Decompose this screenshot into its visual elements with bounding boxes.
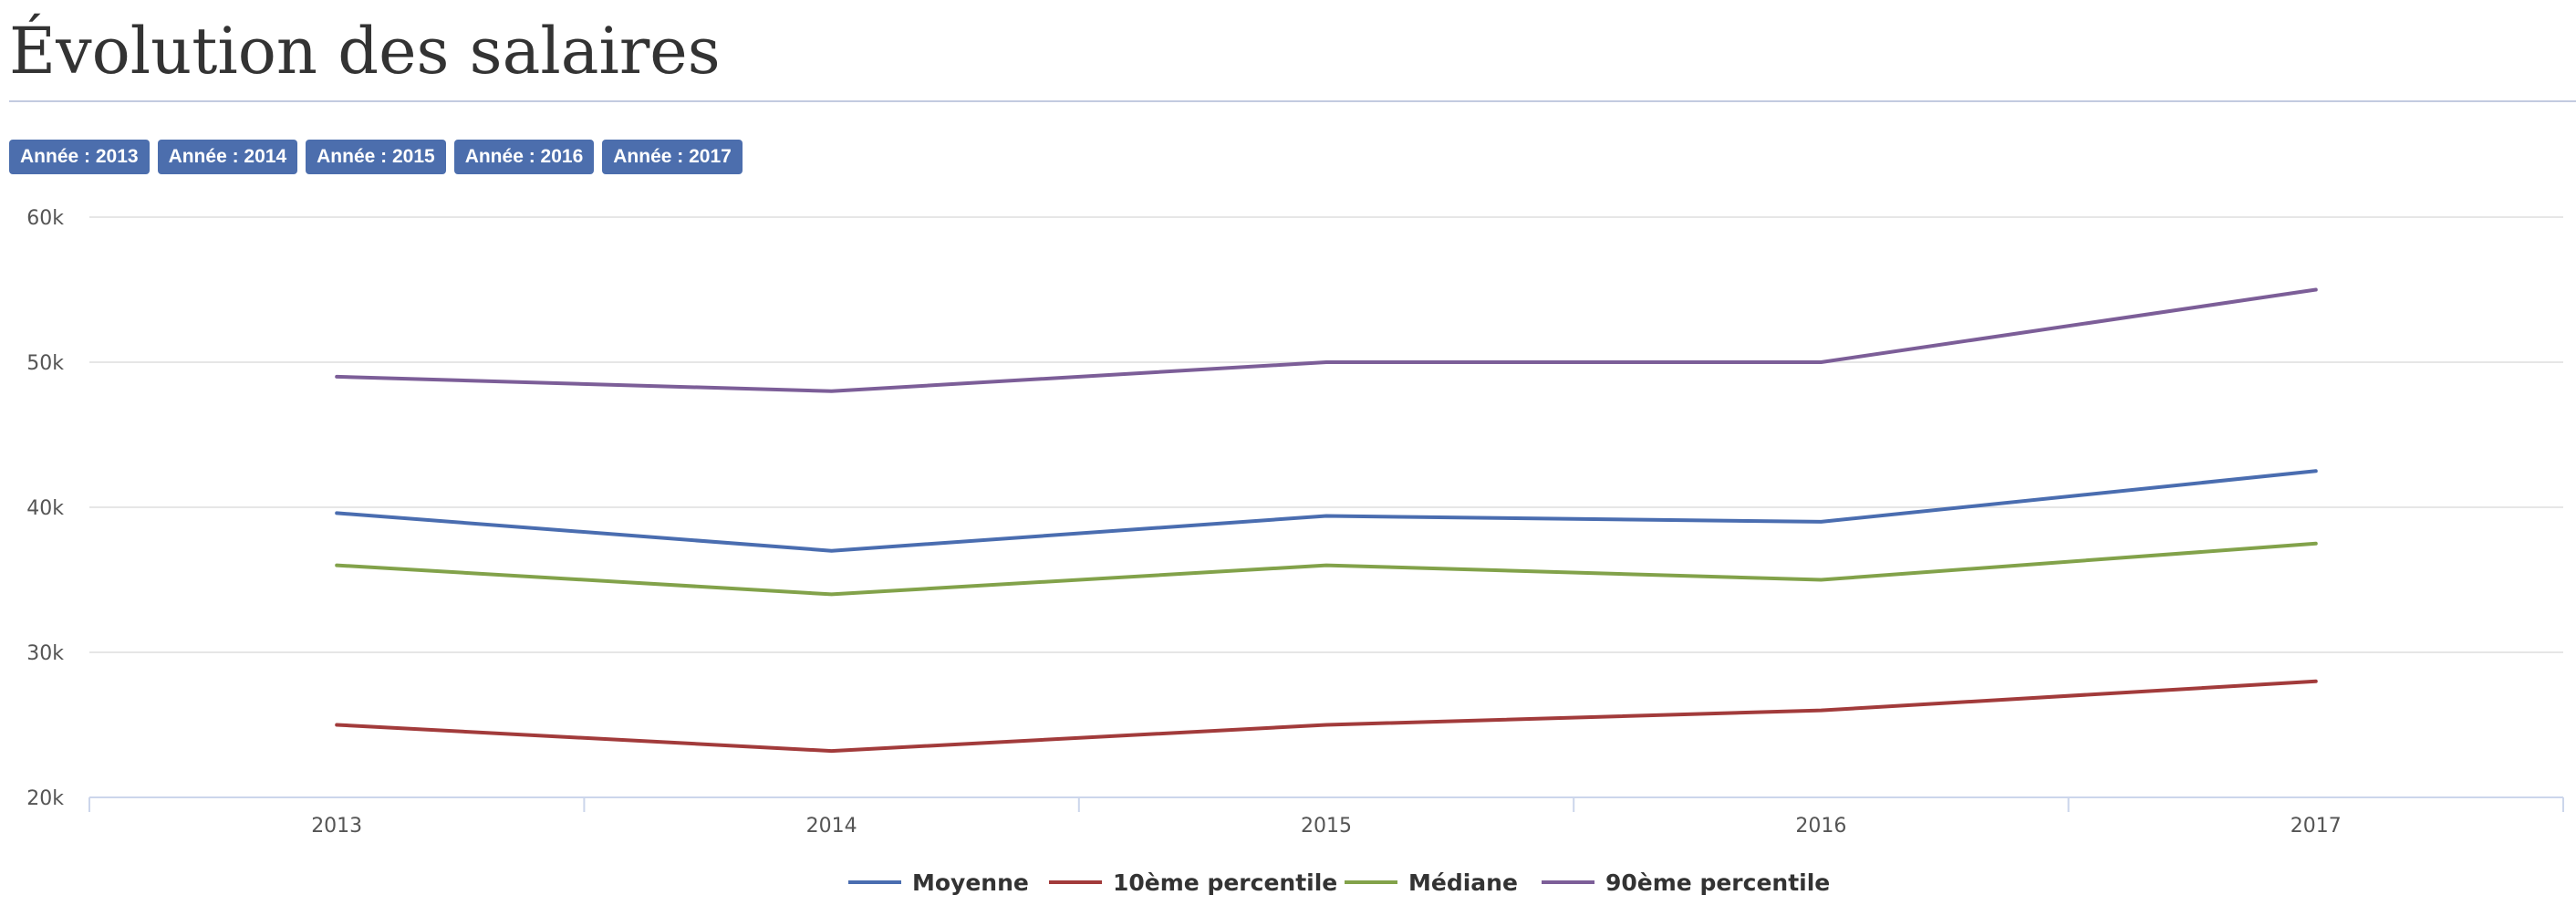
x-tick-label: 2013 <box>311 815 362 838</box>
legend-item: 90ème percentile <box>1605 869 1830 896</box>
year-filter-buttons: Année : 2013 Année : 2014 Année : 2015 A… <box>9 140 751 174</box>
series-line <box>335 287 2318 393</box>
y-tick-label: 30k <box>26 642 64 665</box>
title-divider <box>9 100 2576 102</box>
year-button-2014[interactable]: Année : 2014 <box>157 140 298 174</box>
year-button-2013[interactable]: Année : 2013 <box>9 140 150 174</box>
y-tick-label: 20k <box>26 787 64 810</box>
legend-item: Moyenne <box>912 869 1029 896</box>
series-line <box>335 469 2318 553</box>
y-tick-label: 50k <box>26 352 64 375</box>
legend-item: 10ème percentile <box>1113 869 1337 896</box>
series-line <box>335 679 2318 754</box>
series-line <box>335 541 2318 597</box>
y-tick-label: 60k <box>26 207 64 230</box>
legend-item: Médiane <box>1408 869 1518 896</box>
page-title: Évolution des salaires <box>9 14 721 88</box>
x-tick-label: 2015 <box>1301 815 1352 838</box>
year-button-2016[interactable]: Année : 2016 <box>453 140 595 174</box>
year-button-2015[interactable]: Année : 2015 <box>306 140 446 174</box>
x-tick-label: 2017 <box>2290 815 2342 838</box>
y-tick-label: 40k <box>26 497 64 520</box>
x-tick-label: 2014 <box>806 815 857 838</box>
year-button-2017[interactable]: Année : 2017 <box>602 140 743 174</box>
x-tick-label: 2016 <box>1795 815 1846 838</box>
